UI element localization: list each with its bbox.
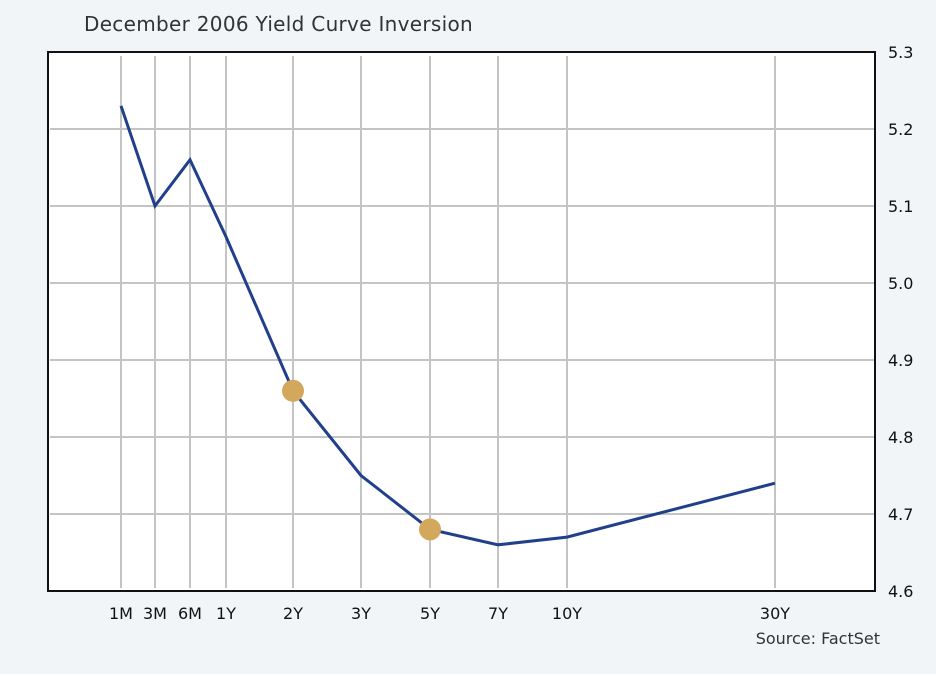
x-tick-label: 7Y bbox=[488, 604, 508, 623]
plot-frame bbox=[47, 51, 876, 592]
highlight-point-5y bbox=[419, 518, 441, 541]
x-tick-label: 3M bbox=[143, 604, 167, 623]
x-tick-label: 30Y bbox=[760, 604, 790, 623]
y-tick-label: 4.7 bbox=[888, 505, 913, 524]
chart-title: December 2006 Yield Curve Inversion bbox=[84, 12, 473, 36]
y-tick-label: 4.9 bbox=[888, 351, 913, 370]
y-tick-label: 5.3 bbox=[888, 43, 913, 62]
x-tick-label: 1Y bbox=[216, 604, 236, 623]
x-tick-label: 10Y bbox=[552, 604, 582, 623]
plot-area bbox=[48, 52, 875, 591]
x-tick-label: 6M bbox=[178, 604, 202, 623]
x-tick-label: 1M bbox=[109, 604, 133, 623]
x-tick-label: 5Y bbox=[420, 604, 440, 623]
y-tick-label: 5.2 bbox=[888, 120, 913, 139]
y-tick-label: 4.6 bbox=[888, 582, 913, 601]
y-tick-label: 5.0 bbox=[888, 274, 913, 293]
x-tick-label: 3Y bbox=[351, 604, 371, 623]
y-tick-label: 4.8 bbox=[888, 428, 913, 447]
yield-curve-line bbox=[119, 105, 776, 547]
source-note: Source: FactSet bbox=[755, 629, 880, 648]
highlight-point-2y bbox=[282, 379, 304, 402]
y-tick-label: 5.1 bbox=[888, 197, 913, 216]
x-tick-label: 2Y bbox=[283, 604, 303, 623]
